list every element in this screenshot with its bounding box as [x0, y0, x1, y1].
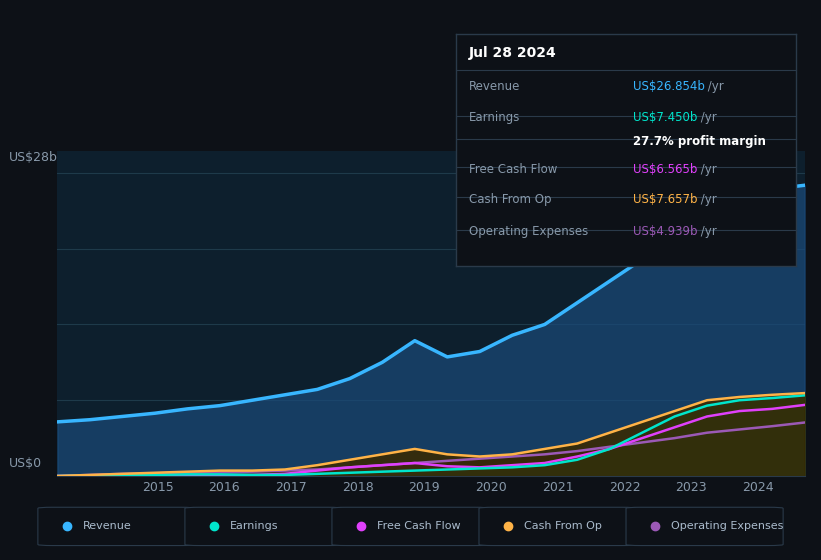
Text: Cash From Op: Cash From Op	[525, 521, 602, 531]
Text: Cash From Op: Cash From Op	[470, 193, 552, 206]
FancyBboxPatch shape	[479, 507, 636, 545]
Text: Jul 28 2024: Jul 28 2024	[470, 46, 557, 60]
FancyBboxPatch shape	[38, 507, 195, 545]
Text: /yr: /yr	[697, 111, 717, 124]
Text: US$6.565b: US$6.565b	[633, 162, 697, 176]
FancyBboxPatch shape	[332, 507, 489, 545]
Text: Operating Expenses: Operating Expenses	[672, 521, 784, 531]
Text: US$28b: US$28b	[9, 151, 57, 164]
Text: US$7.657b: US$7.657b	[633, 193, 697, 206]
Text: /yr: /yr	[697, 193, 717, 206]
Text: US$7.450b: US$7.450b	[633, 111, 697, 124]
Text: Earnings: Earnings	[470, 111, 521, 124]
Text: Free Cash Flow: Free Cash Flow	[378, 521, 461, 531]
FancyBboxPatch shape	[626, 507, 783, 545]
Text: 27.7% profit margin: 27.7% profit margin	[633, 135, 766, 148]
Text: Free Cash Flow: Free Cash Flow	[470, 162, 557, 176]
Text: Revenue: Revenue	[470, 80, 521, 93]
Text: /yr: /yr	[704, 80, 724, 93]
Text: Operating Expenses: Operating Expenses	[470, 225, 589, 239]
Text: /yr: /yr	[697, 162, 717, 176]
Text: US$0: US$0	[9, 456, 42, 469]
Text: Revenue: Revenue	[83, 521, 132, 531]
FancyBboxPatch shape	[185, 507, 342, 545]
Text: US$26.854b: US$26.854b	[633, 80, 704, 93]
Text: Earnings: Earnings	[230, 521, 279, 531]
Text: US$4.939b: US$4.939b	[633, 225, 697, 239]
Text: /yr: /yr	[697, 225, 717, 239]
